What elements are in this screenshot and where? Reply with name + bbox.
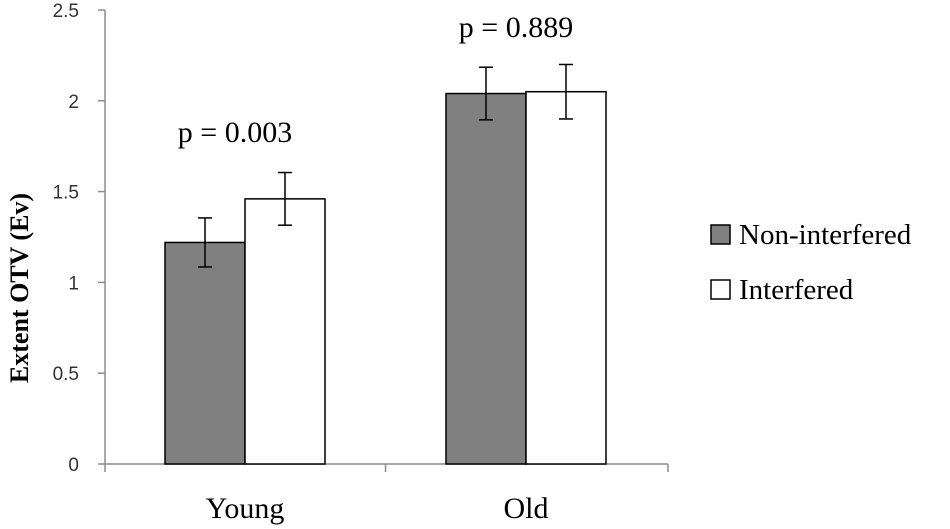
y-tick-label: 1 <box>68 273 79 294</box>
bar-non-interfered-old <box>445 92 527 465</box>
y-tick-label: 0.5 <box>53 364 79 385</box>
legend-swatch <box>710 279 731 300</box>
y-axis-label: Extent OTV (Ev) <box>5 193 34 383</box>
y-tick-label: 2 <box>68 92 79 113</box>
p-value-annotation: p = 0.889 <box>459 11 573 44</box>
y-tick-label: 2.5 <box>53 1 79 22</box>
p-value-annotation: p = 0.003 <box>178 116 292 149</box>
x-category-label: Old <box>504 492 549 525</box>
y-tick-label: 0 <box>68 455 79 476</box>
annotations-group: p = 0.003 p = 0.889 <box>178 11 573 149</box>
x-categories-group: Young Old <box>206 492 549 525</box>
bars-group <box>164 90 607 465</box>
legend-swatch <box>710 224 731 245</box>
legend-label: Interfered <box>739 274 854 306</box>
legend: Non-interfered Interfered <box>710 219 912 306</box>
bar-interfered-young <box>244 198 326 465</box>
bar-non-interfered-young <box>164 241 246 465</box>
legend-label: Non-interfered <box>739 219 912 251</box>
y-ticks-group: 0 0.5 1 1.5 2 2.5 <box>53 1 669 476</box>
bar-interfered-old <box>525 90 607 465</box>
y-tick-label: 1.5 <box>53 183 79 204</box>
error-bars-group <box>198 63 573 268</box>
x-category-label: Young <box>206 492 285 525</box>
